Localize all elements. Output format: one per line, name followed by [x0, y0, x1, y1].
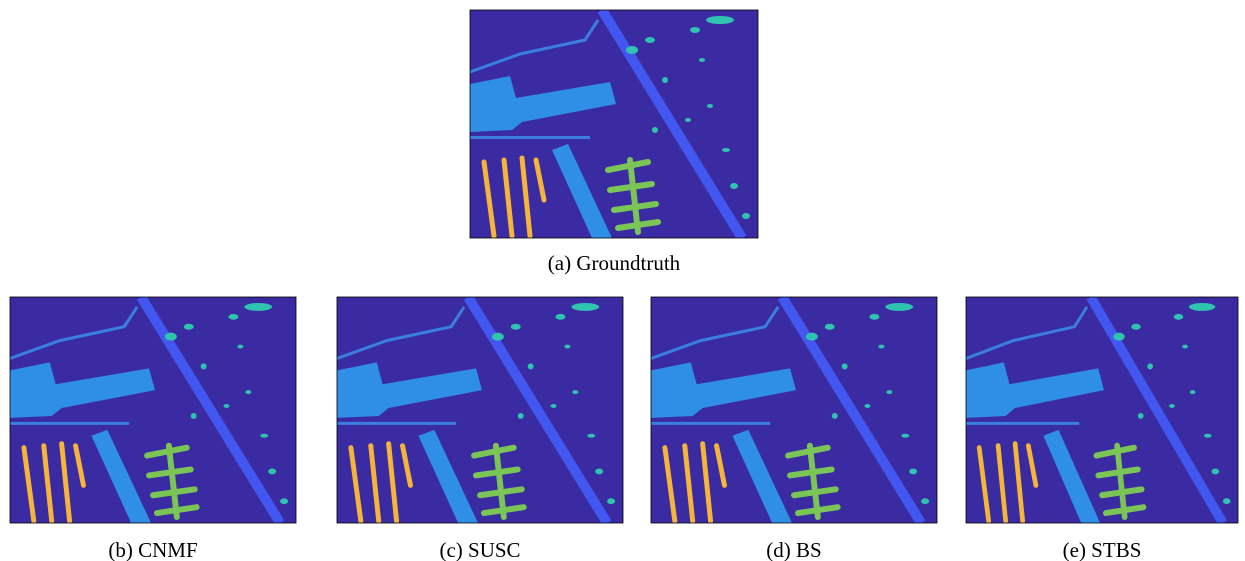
panel-a: (a) Groundtruth [470, 10, 758, 275]
panel-b: (b) CNMF [10, 297, 296, 561]
page: (a) Groundtruth (b) CNMF (c) SUSC (d) BS… [0, 0, 1245, 561]
classification-map [966, 297, 1238, 523]
classification-map [470, 10, 758, 238]
classification-map [10, 297, 296, 523]
caption: (e) STBS [1063, 538, 1142, 561]
panel-d: (d) BS [651, 297, 937, 561]
classification-map [651, 297, 937, 523]
panel-e: (e) STBS [966, 297, 1238, 561]
caption: (c) SUSC [439, 538, 520, 561]
panel-c: (c) SUSC [337, 297, 623, 561]
caption: (d) BS [766, 538, 821, 561]
classification-map [337, 297, 623, 523]
caption: (a) Groundtruth [548, 251, 681, 275]
caption: (b) CNMF [108, 538, 197, 561]
figure: (a) Groundtruth (b) CNMF (c) SUSC (d) BS… [0, 0, 1245, 561]
